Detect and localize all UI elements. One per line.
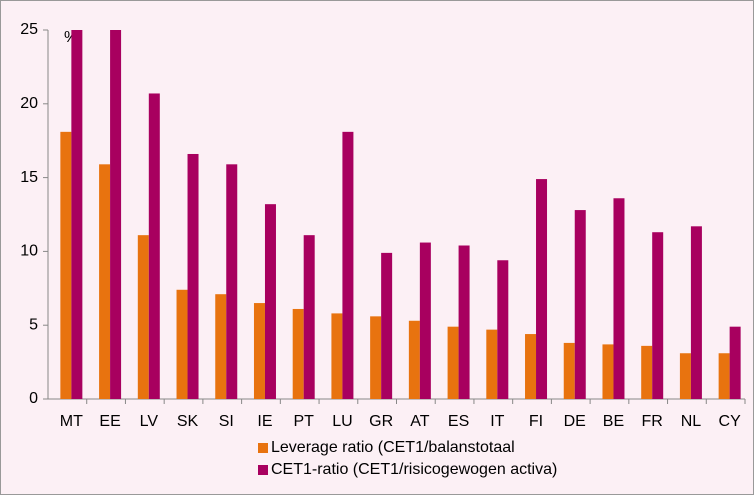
bar <box>137 235 149 399</box>
bar <box>226 164 238 399</box>
bar <box>303 235 315 399</box>
y-tick-label: 0 <box>29 390 38 407</box>
bar <box>729 326 741 399</box>
bar <box>148 93 160 399</box>
bar <box>381 252 393 399</box>
bar <box>60 131 72 399</box>
x-tick-label: FI <box>529 413 543 430</box>
bar <box>525 334 537 399</box>
y-tick-label: 25 <box>20 21 38 38</box>
legend-label: CET1-ratio (CET1/risicogewogen activa) <box>271 461 557 478</box>
x-tick-label: FR <box>642 413 663 430</box>
x-tick-label: PT <box>293 413 314 430</box>
bar <box>176 289 188 399</box>
y-tick-label: 10 <box>20 243 38 260</box>
bar <box>292 308 304 399</box>
bar <box>652 232 664 399</box>
y-tick-label: 15 <box>20 169 38 186</box>
bar <box>215 294 227 399</box>
bar <box>574 210 586 399</box>
y-tick-label: 20 <box>20 95 38 112</box>
legend-swatch <box>258 443 268 453</box>
bar <box>563 342 575 399</box>
bar <box>690 226 702 399</box>
x-tick-label: MT <box>60 413 83 430</box>
bar <box>419 242 431 399</box>
bar <box>331 313 343 399</box>
x-tick-label: CY <box>719 413 742 430</box>
bar <box>110 30 122 399</box>
x-tick-label: ES <box>448 413 469 430</box>
bar <box>613 198 625 399</box>
legend-label: Leverage ratio (CET1/balanstotaal <box>271 439 515 456</box>
x-tick-label: AT <box>410 413 429 430</box>
bar <box>370 316 382 399</box>
bar <box>342 131 354 399</box>
bar <box>718 353 730 399</box>
x-tick-label: IT <box>490 413 504 430</box>
bar <box>264 204 276 399</box>
x-tick-label: IE <box>257 413 272 430</box>
bar <box>641 345 653 399</box>
bar <box>447 326 459 399</box>
bar <box>497 260 509 399</box>
x-tick-label: GR <box>369 413 393 430</box>
bar <box>99 164 111 399</box>
x-tick-label: NL <box>681 413 702 430</box>
x-tick-label: EE <box>99 413 120 430</box>
x-tick-label: SK <box>177 413 199 430</box>
bar <box>486 329 498 399</box>
x-tick-label: DE <box>564 413 586 430</box>
bar <box>679 353 691 399</box>
y-tick-label: 5 <box>29 316 38 333</box>
x-tick-label: LU <box>332 413 352 430</box>
x-tick-label: SI <box>219 413 234 430</box>
bar <box>187 153 199 399</box>
bar <box>253 303 265 399</box>
legend-swatch <box>258 465 268 475</box>
x-tick-label: BE <box>603 413 624 430</box>
bar <box>602 344 614 399</box>
bar <box>458 245 470 399</box>
bar <box>71 30 83 399</box>
bar <box>536 179 548 399</box>
x-tick-label: LV <box>140 413 159 430</box>
bar <box>408 320 420 399</box>
